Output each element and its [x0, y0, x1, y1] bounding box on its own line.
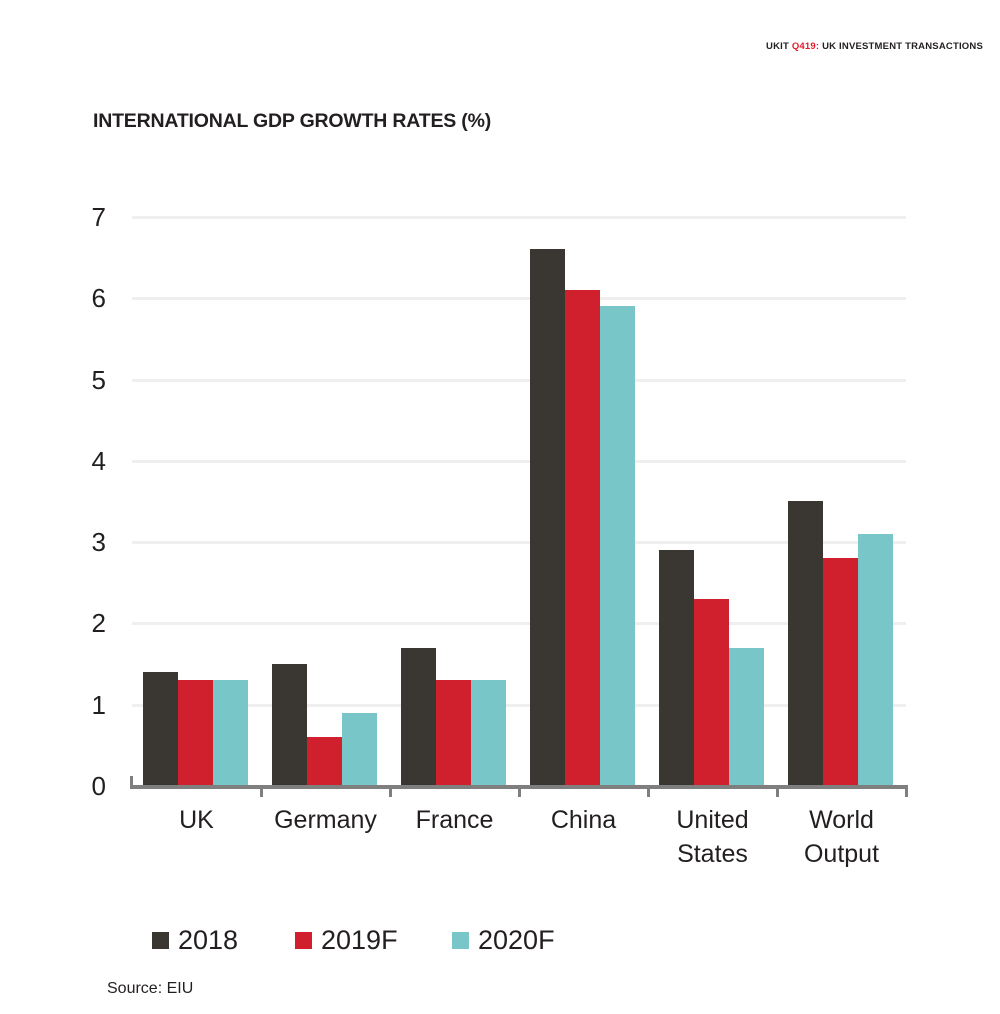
header-ukit-label: UKIT: [766, 41, 792, 52]
x-axis-tick-1: [260, 789, 263, 797]
x-axis-tick-2: [389, 789, 392, 797]
bar-china-2018: [530, 249, 565, 786]
y-tick-label-1: 1: [91, 689, 106, 720]
x-axis-right-cap: [905, 789, 908, 797]
gridline-5: [132, 378, 906, 382]
x-axis-tick-5: [776, 789, 779, 797]
bar-france-2020f: [471, 680, 506, 786]
x-axis-tick-3: [518, 789, 521, 797]
bar-uk-2018: [143, 672, 178, 786]
y-tick-label-0: 0: [91, 770, 106, 801]
legend-swatch-2018: [152, 931, 169, 949]
bar-united-states-2020f: [729, 648, 764, 786]
bar-united-states-2019f: [694, 599, 729, 786]
bar-france-2018: [401, 648, 436, 786]
x-label-france: France: [415, 806, 494, 834]
x-label-germany: Germany: [274, 806, 377, 834]
y-tick-label-6: 6: [91, 283, 106, 314]
y-tick-label-3: 3: [91, 526, 106, 557]
legend-label-2019f: 2019F: [321, 924, 398, 955]
bar-uk-2019f: [178, 680, 213, 786]
bar-germany-2018: [272, 664, 307, 786]
y-tick-label-5: 5: [91, 364, 106, 395]
header-issue-label: Q419:: [791, 41, 820, 52]
gridline-4: [132, 459, 906, 463]
bar-world-output-2019f: [823, 558, 858, 786]
x-axis-left-cap: [130, 776, 133, 785]
bar-germany-2019f: [307, 737, 342, 786]
gridline-2: [132, 622, 906, 626]
gridline-6: [132, 297, 906, 301]
y-tick-label-4: 4: [91, 445, 106, 476]
bar-germany-2020f: [342, 713, 377, 786]
bar-china-2020f: [600, 306, 635, 786]
x-axis-line: [130, 785, 908, 789]
legend-swatch-2019f: [295, 931, 312, 949]
bar-china-2019f: [565, 290, 600, 786]
gridline-7: [132, 215, 906, 219]
x-label-world-output: World Output: [803, 806, 880, 868]
bar-world-output-2018: [788, 501, 823, 786]
x-label-china: China: [550, 806, 617, 834]
y-tick-label-2: 2: [91, 608, 106, 639]
y-tick-label-7: 7: [91, 201, 106, 232]
report-header: UKIT Q419: UK INVESTMENT TRANSACTIONS: [766, 41, 983, 52]
legend-item-2019f: 2019F: [295, 923, 398, 957]
bar-united-states-2018: [659, 550, 694, 786]
legend-item-2018: 2018: [152, 923, 238, 957]
legend-label-2018: 2018: [178, 924, 239, 955]
gridline-1: [132, 703, 906, 707]
x-label-united-states: United States: [676, 806, 749, 868]
gridline-3: [132, 541, 906, 545]
x-label-uk: UK: [179, 806, 214, 834]
x-axis-tick-4: [647, 789, 650, 797]
legend-label-2020f: 2020F: [478, 924, 555, 955]
legend-swatch-2020f: [452, 931, 469, 949]
bar-uk-2020f: [213, 680, 248, 786]
bar-france-2019f: [436, 680, 471, 786]
legend-item-2020f: 2020F: [452, 923, 555, 957]
bar-world-output-2020f: [858, 534, 893, 786]
header-report-name: UK INVESTMENT TRANSACTIONS: [819, 41, 983, 52]
chart-title: INTERNATIONAL GDP GROWTH RATES (%): [93, 110, 491, 132]
source-note: Source: EIU: [107, 980, 194, 997]
